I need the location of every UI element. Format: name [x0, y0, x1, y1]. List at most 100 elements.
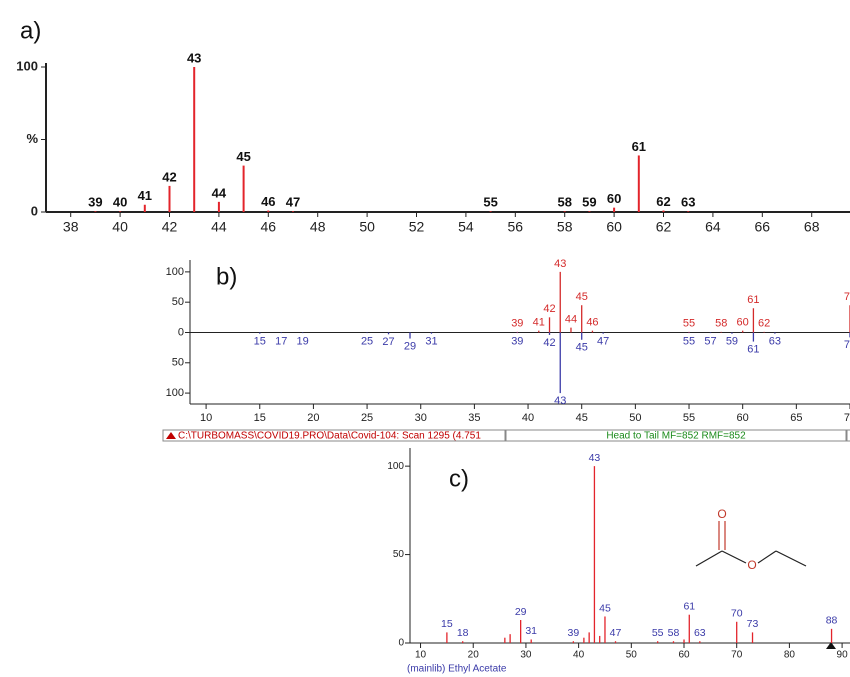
atom-label: O: [717, 507, 726, 521]
x-tick-label: 80: [784, 650, 796, 661]
peak-label: 45: [576, 342, 588, 354]
peak-label: 70: [844, 291, 850, 303]
peak-label: 63: [694, 627, 706, 639]
peak-label: 58: [557, 194, 571, 209]
peak-label: 73: [747, 618, 759, 630]
peak-label: 59: [582, 194, 596, 209]
peak-label: 31: [425, 336, 437, 348]
x-tick-label: 64: [705, 219, 721, 235]
x-tick-label: 15: [254, 412, 266, 424]
x-tick-label: 35: [468, 412, 480, 424]
peak-label: 15: [254, 336, 266, 348]
peak-label: 46: [586, 317, 598, 329]
molecule-structure: [695, 521, 807, 567]
peak-label: 39: [511, 335, 523, 347]
peak-label: 47: [286, 194, 300, 209]
x-tick-label: 20: [307, 412, 319, 424]
peak-label: 61: [747, 343, 759, 355]
bond: [721, 550, 747, 564]
peak-label: 17: [275, 335, 287, 347]
peak-label: 15: [441, 618, 453, 630]
peak-label: 44: [212, 185, 227, 200]
peak-label: 43: [589, 452, 601, 464]
peak-label: 39: [511, 317, 523, 329]
peak-label: 60: [737, 317, 749, 329]
peak-label: 63: [681, 194, 695, 209]
peak-label: 41: [533, 317, 545, 329]
peak-label: 41: [138, 188, 152, 203]
x-tick-label: 48: [310, 219, 326, 235]
y-tick-label: 100: [166, 266, 184, 278]
peak-label: 70: [731, 608, 743, 620]
x-tick-label: 50: [629, 412, 641, 424]
x-tick-label: 25: [361, 412, 373, 424]
y-tick-label: 50: [172, 357, 184, 369]
peak-label: 62: [656, 194, 670, 209]
status-box: [505, 429, 847, 442]
x-tick-label: 50: [626, 650, 638, 661]
peak-label: 43: [554, 395, 566, 407]
status-text: Head to Tail MF=852 RMF=852: [606, 431, 746, 442]
peak-label: 39: [568, 627, 580, 639]
x-tick-label: 44: [211, 219, 227, 235]
peak-label: 18: [457, 627, 469, 639]
peak-label: 27: [382, 336, 394, 348]
peak-label: 25: [361, 335, 373, 347]
peak-label: 29: [515, 606, 527, 618]
y-tick-label: 50: [393, 549, 405, 560]
peak-label: 43: [554, 258, 566, 270]
peak-label: 55: [683, 317, 695, 329]
peak-label: 58: [668, 627, 680, 639]
peak-label: 46: [261, 194, 275, 209]
peak-label: 47: [610, 627, 622, 639]
peak-label: 47: [597, 336, 609, 348]
atom-label: O: [747, 558, 756, 572]
peak-label: 62: [758, 317, 770, 329]
peak-label: 43: [187, 50, 201, 65]
x-tick-label: 65: [790, 412, 802, 424]
x-tick-label: 40: [112, 219, 128, 235]
peak-label: 61: [747, 294, 759, 306]
status-icon: [166, 432, 176, 439]
x-tick-label: 40: [522, 412, 534, 424]
x-tick-label: 54: [458, 219, 474, 235]
bond: [695, 550, 723, 567]
x-tick-label: 58: [557, 219, 573, 235]
y-tick-label: 0: [178, 326, 184, 338]
peak-label: 45: [599, 602, 611, 614]
peak-label: 44: [565, 314, 577, 326]
parent-marker: [826, 642, 836, 649]
peak-label: 40: [113, 194, 127, 209]
status-box: [846, 429, 850, 442]
peak-label: 61: [683, 600, 695, 612]
peak-label: 29: [404, 340, 416, 352]
peak-label: 57: [704, 335, 716, 347]
x-tick-label: 68: [804, 219, 820, 235]
y-tick-label: 100: [16, 58, 38, 73]
x-tick-label: 42: [162, 219, 178, 235]
peak-label: 63: [769, 336, 781, 348]
y-tick-label: %: [26, 131, 38, 146]
x-tick-label: 60: [678, 650, 690, 661]
x-tick-label: 30: [415, 412, 427, 424]
x-tick-label: 55: [683, 412, 695, 424]
x-tick-label: 30: [520, 650, 532, 661]
x-tick-label: 60: [606, 219, 622, 235]
y-tick-label: 100: [387, 461, 404, 472]
peak-label: 55: [683, 335, 695, 347]
panel-label: a): [20, 17, 41, 44]
peak-label: 59: [726, 336, 738, 348]
peak-label: 31: [525, 625, 537, 637]
bond: [757, 550, 777, 564]
x-tick-label: 45: [576, 412, 588, 424]
peak-label: 42: [543, 303, 555, 315]
y-tick-label: 0: [31, 203, 38, 218]
panel-label: b): [216, 263, 237, 290]
x-tick-label: 52: [409, 219, 425, 235]
caption: (mainlib) Ethyl Acetate: [407, 664, 507, 675]
peak-label: 42: [162, 169, 176, 184]
peak-label: 61: [632, 139, 646, 154]
peak-label: 55: [652, 627, 664, 639]
x-tick-label: 46: [261, 219, 277, 235]
peak-label: 58: [715, 317, 727, 329]
